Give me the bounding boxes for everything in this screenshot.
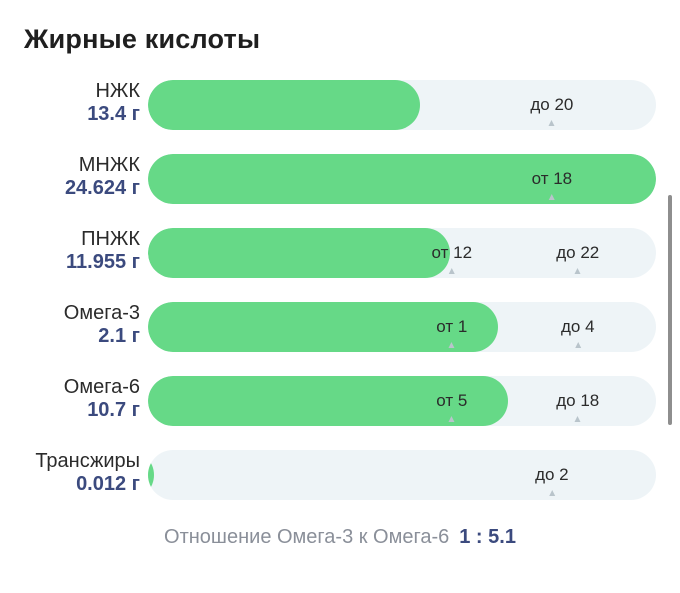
progress-track: до 2	[148, 450, 656, 500]
marker-label: до 2	[535, 465, 569, 484]
fatty-acid-row: ПНЖК 11.955 г от 12 до 22	[0, 228, 680, 278]
marker-label: от 5	[436, 391, 468, 410]
row-label: ПНЖК 11.955 г	[66, 228, 140, 274]
fatty-acid-row: Омега-3 2.1 г от 1 до 4	[0, 302, 680, 352]
progress-track: до 20	[148, 80, 656, 130]
nutrient-name: НЖК	[95, 80, 140, 102]
nutrient-name: Трансжиры	[35, 450, 140, 472]
nutrient-amount: 0.012 г	[76, 473, 140, 495]
marker-triangle-icon	[448, 342, 455, 348]
marker-label: до 20	[530, 95, 574, 114]
progress-track: от 18	[148, 154, 656, 204]
marker-triangle-icon	[574, 342, 581, 348]
progress-fill	[148, 228, 450, 278]
fatty-acid-row: НЖК 13.4 г до 20	[0, 80, 680, 130]
progress-track: от 1 до 4	[148, 302, 656, 352]
norm-marker: от 12	[431, 228, 473, 278]
marker-label: от 1	[436, 317, 468, 336]
marker-label: до 22	[556, 243, 600, 262]
norm-marker: до 20	[530, 80, 573, 130]
norm-marker: до 18	[556, 376, 599, 426]
marker-triangle-icon	[574, 416, 581, 422]
fatty-acid-row: Омега-6 10.7 г от 5 до 18	[0, 376, 680, 426]
norm-marker: от 18	[531, 154, 573, 204]
progress-track: от 5 до 18	[148, 376, 656, 426]
marker-triangle-icon	[448, 268, 455, 274]
progress-fill	[148, 302, 498, 352]
row-label: Омега-3 2.1 г	[64, 302, 140, 348]
ratio-value: 1 : 5.1	[459, 526, 516, 548]
row-label: МНЖК 24.624 г	[65, 154, 140, 200]
nutrient-amount: 13.4 г	[87, 103, 140, 125]
marker-label: до 4	[560, 317, 595, 336]
marker-triangle-icon	[548, 194, 555, 200]
nutrient-name: Омега-6	[63, 376, 140, 398]
nutrient-name: МНЖК	[78, 154, 140, 176]
marker-triangle-icon	[548, 120, 555, 126]
ratio-label: Отношение Омега-3 к Омега-6	[164, 526, 450, 548]
row-label: НЖК 13.4 г	[87, 80, 140, 126]
scrollbar[interactable]	[668, 195, 672, 425]
omega-ratio: Отношение Омега-3 к Омега-6 1 : 5.1	[0, 526, 680, 549]
marker-label: до 18	[556, 391, 600, 410]
marker-triangle-icon	[448, 416, 455, 422]
progress-fill	[148, 154, 656, 204]
marker-triangle-icon	[574, 268, 581, 274]
nutrient-amount: 11.955 г	[66, 251, 140, 273]
norm-marker: до 4	[561, 302, 595, 352]
marker-triangle-icon	[548, 490, 555, 496]
progress-track: от 12 до 22	[148, 228, 656, 278]
progress-fill	[148, 376, 508, 426]
nutrient-amount: 24.624 г	[64, 177, 140, 199]
nutrient-amount: 2.1 г	[98, 325, 140, 347]
row-label: Омега-6 10.7 г	[64, 376, 140, 422]
row-label: Трансжиры 0.012 г	[35, 450, 140, 496]
progress-fill	[148, 450, 154, 500]
fatty-acid-row: МНЖК 24.624 г от 18	[0, 154, 680, 204]
section-title: Жирные кислоты	[24, 24, 261, 54]
marker-label: от 18	[531, 169, 573, 188]
fatty-acid-row: Трансжиры 0.012 г до 2	[0, 450, 680, 500]
norm-marker: до 22	[556, 228, 599, 278]
marker-label: от 12	[431, 243, 473, 262]
norm-marker: до 2	[535, 450, 569, 500]
nutrient-name: Омега-3	[63, 302, 140, 324]
nutrient-name: ПНЖК	[81, 228, 140, 250]
norm-marker: от 1	[436, 302, 467, 352]
nutrient-amount: 10.7 г	[87, 399, 140, 421]
norm-marker: от 5	[436, 376, 467, 426]
progress-fill	[148, 80, 420, 130]
